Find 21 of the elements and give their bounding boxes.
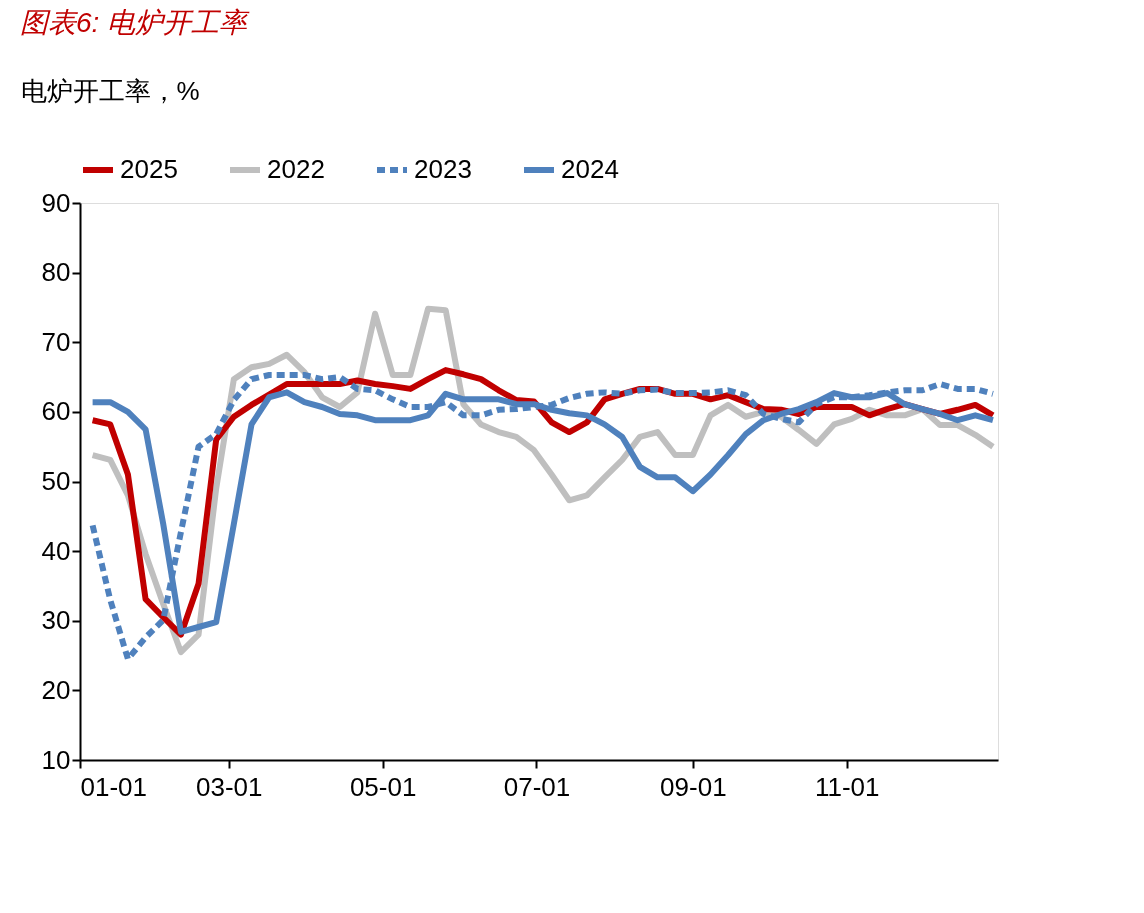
x-tick-label: 01-01 [80,771,147,802]
x-tick-label: 03-01 [196,771,263,802]
y-axis-title: 电炉开工率，% [20,75,200,106]
y-tick-label: 40 [41,535,71,566]
y-tick-label: 10 [41,744,71,775]
legend-label: 2023 [414,154,472,184]
y-tick-label: 80 [41,257,71,288]
y-tick-label: 50 [41,466,71,496]
legend-label: 2025 [120,154,178,184]
x-tick-label: 09-01 [660,771,727,802]
legend-label: 2024 [561,154,619,184]
y-tick-label: 90 [41,187,71,218]
y-tick-label: 30 [41,605,71,636]
y-tick-label: 20 [41,674,71,705]
legend-label: 2022 [267,154,325,184]
x-tick-label: 11-01 [814,771,880,802]
chart-title: 图表6: 电炉开工率 [20,7,251,38]
x-tick-label: 05-01 [349,771,417,802]
y-tick-label: 60 [41,396,71,427]
x-tick-label: 07-01 [503,771,571,802]
y-tick-label: 70 [41,326,71,357]
